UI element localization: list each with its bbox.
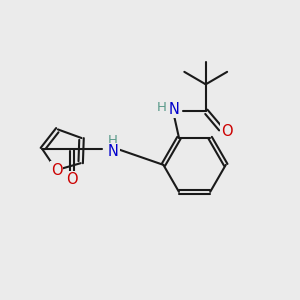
Text: H: H	[108, 134, 118, 147]
Text: N: N	[169, 102, 180, 117]
Text: O: O	[66, 172, 78, 188]
Text: N: N	[108, 144, 118, 159]
Text: H: H	[157, 101, 167, 114]
Text: O: O	[51, 163, 62, 178]
Text: O: O	[222, 124, 233, 140]
